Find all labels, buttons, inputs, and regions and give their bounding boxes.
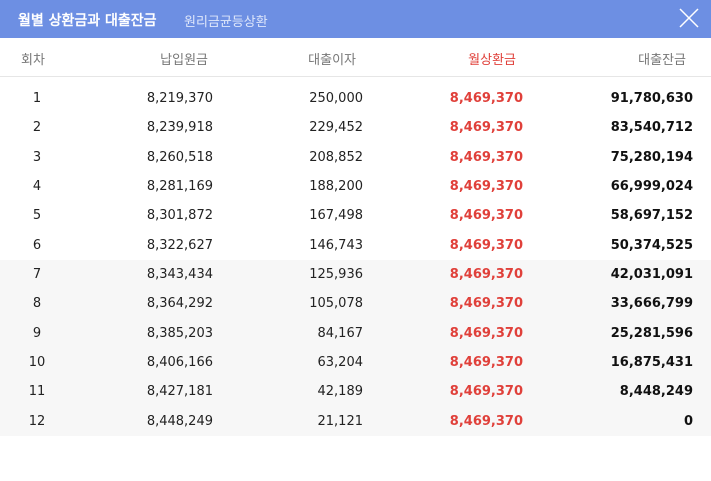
table-row: 12 8,448,249 21,121 8,469,370 0 [0,406,711,436]
table-row: 4 8,281,169 188,200 8,469,370 66,999,024 [0,171,711,202]
table-row: 1 8,219,370 250,000 8,469,370 91,780,630 [0,84,711,114]
close-button[interactable] [679,8,699,28]
table-cell: 125,936 [309,266,363,282]
table-cell: 50,374,525 [610,237,693,253]
table-cell: 8,469,370 [449,120,523,136]
table-cell: 66,999,024 [610,178,693,194]
table-cell: 42,189 [317,384,364,400]
table-cell: 16,875,431 [610,354,693,370]
table-cell: 8,469,370 [449,91,523,106]
table-row: 2 8,239,918 229,452 8,469,370 83,540,712 [0,113,711,143]
table-cell: 8,448,249 [146,413,213,429]
table-cell: 7 [32,266,42,282]
table-cell: 8,219,370 [146,91,213,106]
table-header: 회차 납입원금 대출이자 월상환금 대출잔금 [0,38,711,77]
title: 월별 상환금과 대출잔금 [18,13,157,29]
header-bar: 월별 상환금과 대출잔금 원리금균등상환 [0,0,711,38]
table-cell: 8,364,292 [146,296,213,312]
table-cell: 146,743 [309,237,363,253]
table-cell: 11 [28,384,46,400]
table-row: 3 8,260,518 208,852 8,469,370 75,280,194 [0,142,711,172]
table-cell: 1 [32,91,42,106]
table-cell: 84,167 [317,325,364,341]
column-header: 대출이자 [308,53,356,68]
table-cell: 21,121 [317,413,364,429]
column-header: 월상환금 [468,53,516,68]
column-header: 대출잔금 [638,53,686,68]
table-cell: 8,469,370 [449,384,523,400]
table-cell: 8,427,181 [146,384,213,400]
table-cell: 229,452 [309,120,363,136]
table-cell: 167,498 [309,208,363,224]
table-row: 11 8,427,181 42,189 8,469,370 8,448,249 [0,377,711,407]
table-cell: 10 [28,354,46,370]
table-cell: 188,200 [309,178,363,194]
table-cell: 8,239,918 [146,120,213,136]
table-cell: 8,469,370 [449,178,523,194]
table-row: 7 8,343,434 125,936 8,469,370 42,031,091 [0,259,711,290]
table-cell: 8,260,518 [146,149,213,165]
table-row: 10 8,406,166 63,204 8,469,370 16,875,431 [0,347,711,378]
table-cell: 42,031,091 [610,266,693,282]
column-header: 회차 [21,53,45,68]
table-cell: 8,469,370 [449,296,523,312]
table-cell: 8,322,627 [146,237,213,253]
table-cell: 63,204 [317,354,364,370]
table-cell: 8,469,370 [449,266,523,282]
table-row: 6 8,322,627 146,743 8,469,370 50,374,525 [0,230,711,260]
table-row: 8 8,364,292 105,078 8,469,370 33,666,799 [0,289,711,319]
table-cell: 4 [32,178,42,194]
table-cell: 8,385,203 [146,325,213,341]
table-cell: 8,469,370 [449,354,523,370]
table-cell: 3 [32,149,42,165]
table-cell: 2 [32,120,42,136]
column-header: 납입원금 [160,53,208,68]
table-cell: 6 [32,237,42,253]
table-cell: 8,469,370 [449,208,523,224]
table-cell: 83,540,712 [610,120,693,136]
table-cell: 8,281,169 [146,178,213,194]
table-cell: 75,280,194 [610,149,693,165]
table-cell: 25,281,596 [610,325,693,341]
table-cell: 8,448,249 [619,384,693,400]
table-cell: 12 [28,413,46,429]
table-cell: 8 [32,296,42,312]
table-cell: 105,078 [309,296,363,312]
table-cell: 8,469,370 [449,237,523,253]
table-row: 5 8,301,872 167,498 8,469,370 58,697,152 [0,201,711,231]
table-cell: 0 [683,413,693,429]
table-row: 9 8,385,203 84,167 8,469,370 25,281,596 [0,318,711,348]
table-cell: 250,000 [309,91,363,106]
table-cell: 8,343,434 [146,266,213,282]
table-cell: 33,666,799 [610,296,693,312]
table-cell: 58,697,152 [610,208,693,224]
table-cell: 8,469,370 [449,149,523,165]
table-cell: 9 [32,325,42,341]
table-cell: 208,852 [309,149,363,165]
table-cell: 91,780,630 [610,91,693,106]
subtitle: 원리금균등상환 [184,15,268,30]
table-cell: 8,469,370 [449,413,523,429]
table-cell: 8,406,166 [146,354,213,370]
table-cell: 8,301,872 [146,208,213,224]
table-cell: 5 [32,208,42,224]
table-cell: 8,469,370 [449,325,523,341]
